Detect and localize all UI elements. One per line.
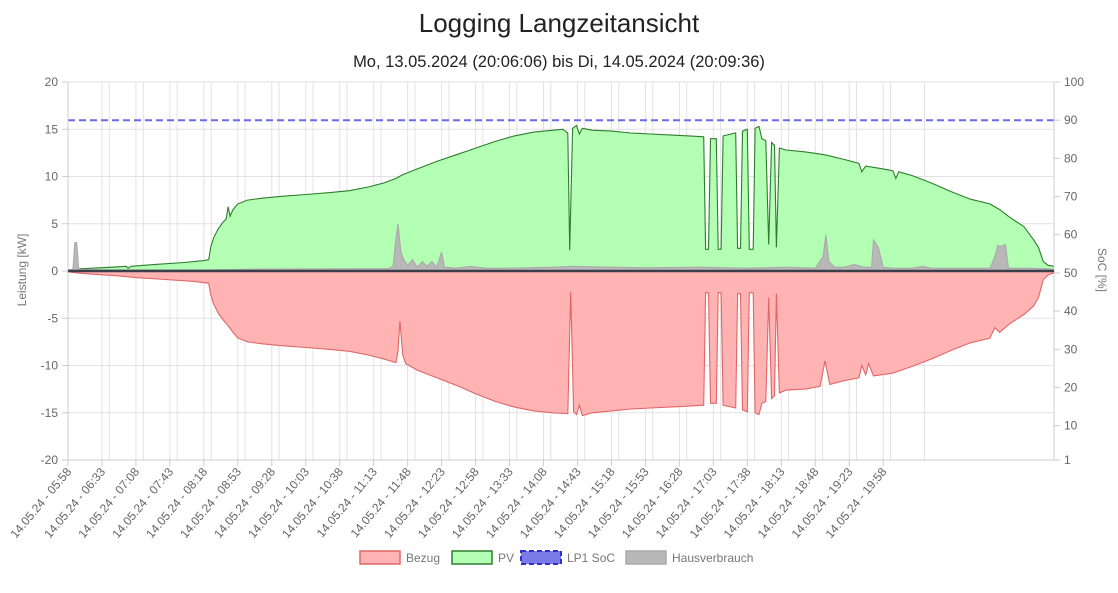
- x-tick-label: 14.05.24 - 06:33: [41, 465, 108, 541]
- x-tick-label: 14.05.24 - 16:28: [619, 465, 686, 541]
- x-tick-label: 14.05.24 - 07:43: [109, 465, 176, 541]
- y-tick-label: -20: [41, 453, 59, 467]
- series-areas: [67, 119, 1055, 417]
- x-tick-label: 14.05.24 - 17:03: [653, 465, 720, 541]
- axes: [67, 82, 1055, 461]
- x-tick-label: 14.05.24 - 10:03: [245, 465, 312, 541]
- series-pv-line: [67, 124, 1055, 271]
- y2-tick-label: 40: [1064, 304, 1078, 318]
- legend-swatch-lp1-soc: [520, 550, 562, 565]
- x-tick-label: 14.05.24 - 17:38: [687, 465, 754, 541]
- legend-swatch-hausverbrauch: [625, 550, 667, 565]
- x-tick-label: 14.05.24 - 05:58: [7, 465, 74, 541]
- y-tick-label: -5: [47, 311, 58, 325]
- x-tick-label: 14.05.24 - 08:53: [177, 465, 244, 541]
- legend-item-pv: PV: [451, 550, 514, 565]
- chart-subtitle: Mo, 13.05.2024 (20:06:06) bis Di, 14.05.…: [353, 53, 765, 71]
- y2-tick-label: 80: [1064, 151, 1078, 165]
- y2-tick-label: 10: [1064, 419, 1078, 433]
- series-pv-area: [68, 125, 1054, 271]
- y2-axis-title: SoC [%]: [1095, 248, 1109, 292]
- legend-swatch-pv: [451, 550, 493, 565]
- series-hausverbrauch-line: [67, 223, 1055, 271]
- y2-tick-label: 100: [1064, 75, 1084, 89]
- x-tick-label: 14.05.24 - 08:18: [143, 465, 210, 541]
- x-tick-label: 14.05.24 - 11:48: [348, 465, 415, 541]
- x-tick-label: 14.05.24 - 15:53: [585, 465, 652, 541]
- legend-label-lp1-soc: LP1 SoC: [567, 551, 615, 565]
- x-tick-label: 14.05.24 - 14:08: [483, 465, 550, 541]
- y-tick-label: 20: [45, 75, 59, 89]
- series-bezug-line: [68, 271, 1055, 417]
- x-tick-label: 14.05.24 - 07:08: [75, 465, 142, 541]
- y2-tick-label: 50: [1064, 266, 1078, 280]
- legend-swatch-bezug: [359, 550, 401, 565]
- x-tick-label: 14.05.24 - 14:43: [517, 465, 584, 541]
- x-tick-label: 14.05.24 - 19:58: [823, 465, 890, 541]
- y-tick-label: -15: [41, 406, 59, 420]
- x-tick-label: 14.05.24 - 09:28: [211, 465, 278, 541]
- x-tick-label: 14.05.24 - 12:58: [415, 465, 482, 541]
- legend-label-hausverbrauch: Hausverbrauch: [672, 551, 753, 565]
- legend-item-hausverbrauch: Hausverbrauch: [625, 550, 753, 565]
- y2-tick-label: 20: [1064, 380, 1078, 394]
- legend-item-lp1-soc: LP1 SoC: [520, 550, 615, 565]
- y2-tick-label: 70: [1064, 190, 1078, 204]
- y2-tick-label: 90: [1064, 113, 1078, 127]
- legend-item-bezug: Bezug: [359, 550, 440, 565]
- y-tick-label: 0: [51, 264, 58, 278]
- y2-tick-label: 60: [1064, 228, 1078, 242]
- x-tick-label: 14.05.24 - 11:13: [314, 465, 381, 541]
- x-tick-label: 14.05.24 - 10:38: [279, 465, 346, 541]
- y-tick-label: 10: [45, 170, 59, 184]
- y-tick-label: -10: [41, 359, 59, 373]
- x-tick-label: 14.05.24 - 13:33: [449, 465, 516, 541]
- y2-tick-label: 30: [1064, 342, 1078, 356]
- y-axis-title: Leistung [kW]: [15, 234, 29, 307]
- legend-label-bezug: Bezug: [406, 551, 440, 565]
- x-tick-label: 14.05.24 - 15:18: [551, 465, 618, 541]
- legend: Bezug PV LP1 SoC Hausverbrauch: [359, 550, 753, 565]
- legend-label-pv: PV: [498, 551, 514, 565]
- series-bezug-area: [68, 271, 1054, 416]
- y-tick-label: 15: [45, 122, 59, 136]
- x-tick-label: 14.05.24 - 12:23: [381, 465, 448, 541]
- x-tick-label: 14.05.24 - 18:48: [755, 465, 822, 541]
- chart-title: Logging Langzeitansicht: [418, 8, 700, 38]
- x-tick-label: 14.05.24 - 19:23: [789, 465, 856, 541]
- x-tick-label: 14.05.24 - 18:13: [721, 465, 788, 541]
- y2-tick-label: 1: [1064, 453, 1071, 467]
- y-tick-label: 5: [51, 217, 58, 231]
